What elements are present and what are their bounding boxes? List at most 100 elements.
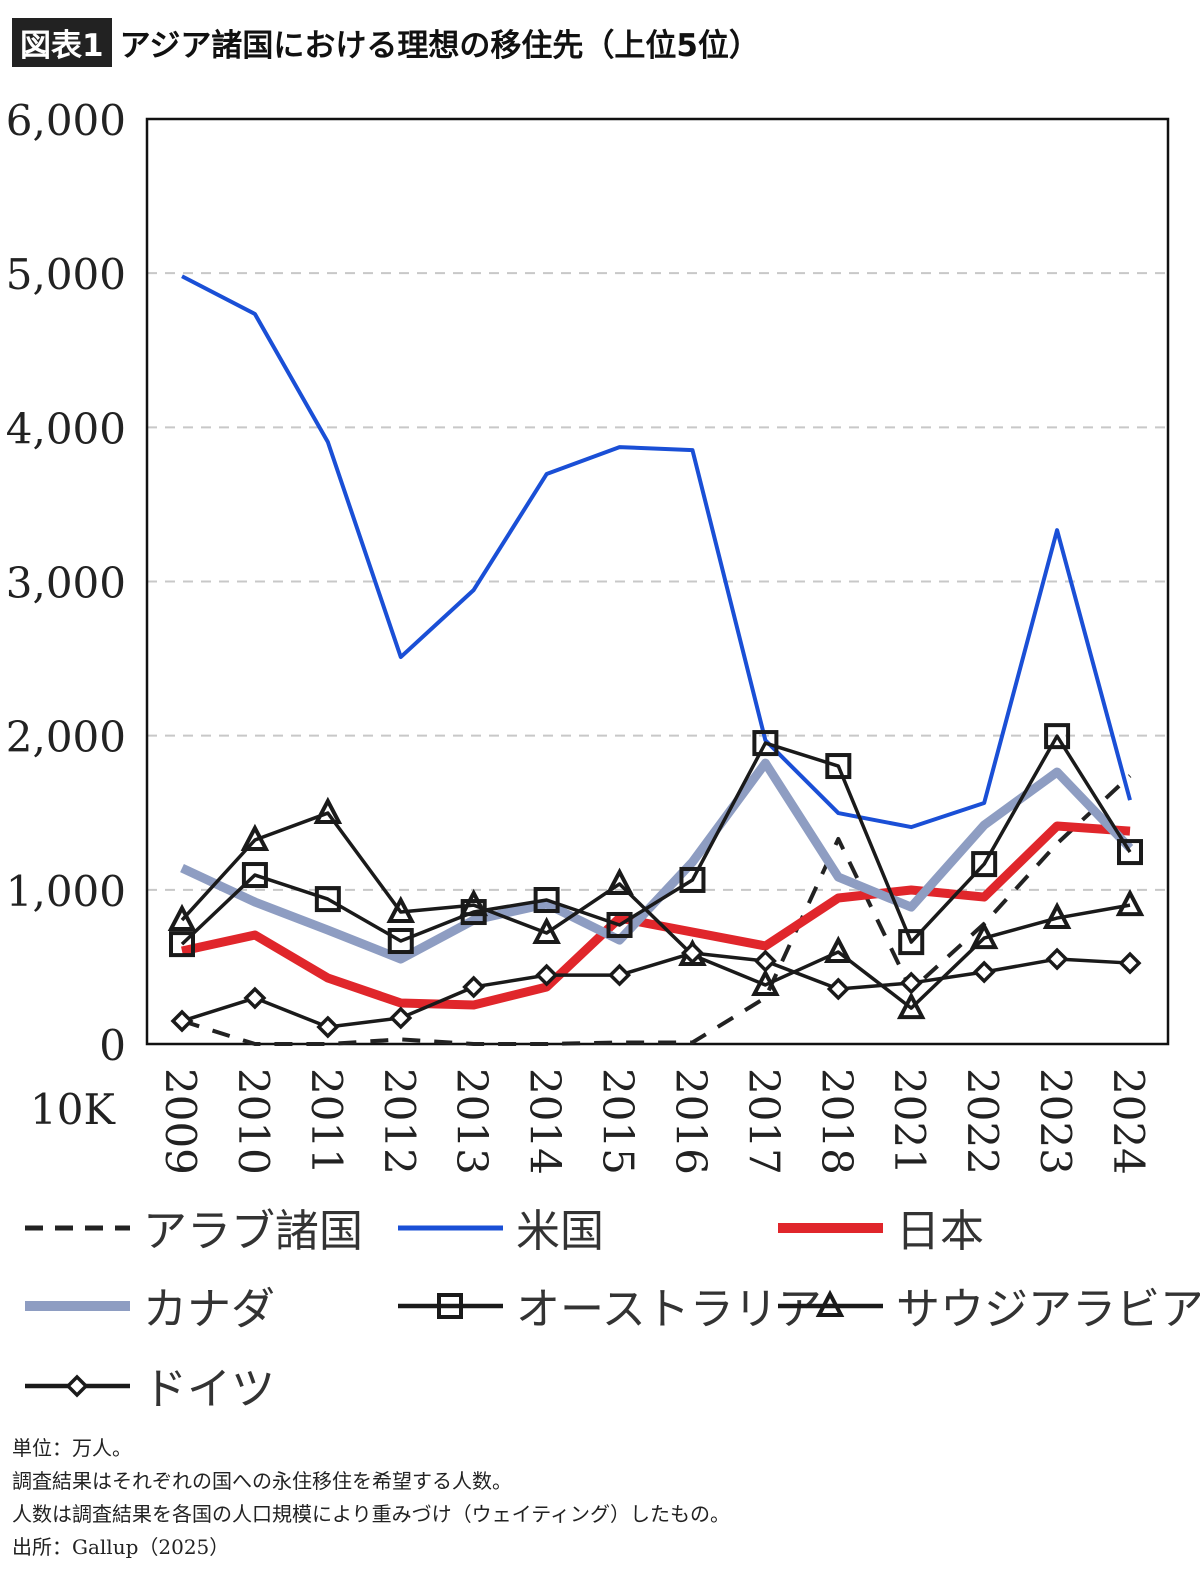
data-point: [389, 1006, 413, 1030]
data-point: [1117, 839, 1143, 866]
data-point: [1115, 888, 1145, 917]
data-point: [387, 928, 414, 955]
x-tick-label: 2010: [229, 1068, 278, 1175]
legend-label: オーストラリア: [516, 1284, 822, 1335]
series-6: [170, 941, 1142, 1039]
legend-item: サウジアラビア: [778, 1284, 1200, 1335]
y-tick-label: 5,000: [6, 250, 126, 299]
data-point: [825, 753, 852, 780]
x-tick-label: 2015: [594, 1068, 643, 1175]
legend-item: オーストラリア: [398, 1284, 822, 1335]
data-point: [605, 867, 634, 895]
legend-label: カナダ: [143, 1284, 275, 1335]
legend-marker: [437, 1293, 463, 1319]
data-point: [462, 975, 486, 999]
legend-label: ドイツ: [143, 1364, 275, 1415]
series-line: [181, 274, 1132, 830]
x-tick-label: 2022: [958, 1068, 1007, 1175]
x-tick-label: 2012: [375, 1068, 424, 1175]
series-line: [181, 951, 1131, 1029]
legend-item: ドイツ: [25, 1364, 275, 1415]
data-point: [243, 986, 267, 1010]
chart-title: アジア諸国における理想の移住先（上位5位）: [119, 28, 760, 64]
data-point: [169, 931, 195, 958]
x-tick-label: 2009: [156, 1068, 205, 1175]
x-tick-label: 2018: [812, 1068, 861, 1175]
legend-item: カナダ: [25, 1284, 275, 1335]
data-point: [1042, 901, 1072, 930]
data-point: [532, 916, 561, 944]
chart-header: 図表1 アジア諸国における理想の移住先（上位5位）: [12, 18, 760, 67]
data-point: [386, 895, 416, 924]
line-chart: 0 1,000 2,000 3,000 4,000 5,000 6,000 10K 2009 20…: [6, 96, 1200, 1415]
data-point: [971, 851, 998, 878]
data-point: [824, 935, 853, 963]
x-tick-label: 2023: [1031, 1068, 1080, 1175]
y-axis-unit: 10K: [30, 1085, 116, 1134]
legend-label: アラブ諸国: [143, 1206, 363, 1257]
data-point: [896, 991, 926, 1020]
series-0: [181, 774, 1132, 1046]
x-tick-label: 2014: [521, 1068, 570, 1175]
data-point: [679, 866, 706, 893]
y-tick-label: 4,000: [6, 404, 126, 453]
note-weighting: 人数は調査結果を各国の人口規模により重みづけ（ウェイティング）したもの。: [12, 1502, 730, 1526]
series-line: [181, 774, 1132, 1046]
data-point: [606, 911, 633, 938]
data-point: [535, 963, 559, 987]
series-2: [181, 821, 1131, 1010]
x-tick-label: 2016: [666, 1068, 715, 1175]
data-point: [753, 949, 777, 973]
data-point: [1045, 947, 1069, 971]
series-line: [180, 811, 1131, 1010]
legend-label: 日本: [896, 1206, 984, 1257]
note-unit: 単位：万人。: [12, 1436, 132, 1460]
legend-marker: [815, 1289, 845, 1317]
y-tick-label: 3,000: [6, 559, 126, 608]
y-tick-label: 1,000: [6, 867, 126, 916]
data-point: [316, 1015, 340, 1039]
series-5: [167, 796, 1145, 1020]
data-point: [240, 823, 270, 852]
data-point: [972, 960, 996, 984]
data-point: [1044, 723, 1071, 750]
legend-item: 日本: [778, 1206, 984, 1257]
data-point: [241, 862, 268, 889]
figure-badge: 図表1: [12, 18, 112, 67]
data-point: [826, 977, 850, 1001]
data-point: [899, 971, 923, 995]
data-point: [170, 1009, 194, 1033]
note-source: 出所：Gallup（2025）: [12, 1535, 230, 1559]
data-point: [314, 886, 341, 913]
x-tick-label: 2017: [739, 1068, 788, 1175]
x-tick-label: 2024: [1104, 1068, 1153, 1175]
data-point: [167, 903, 197, 932]
note-survey: 調査結果はそれぞれの国への永住移住を希望する人数。: [12, 1469, 512, 1493]
legend-item: アラブ諸国: [25, 1206, 363, 1257]
data-point: [751, 968, 780, 996]
series-1: [181, 274, 1132, 830]
y-tick-label: 2,000: [6, 713, 126, 762]
legend-marker: [65, 1374, 89, 1398]
legend-label: 米国: [516, 1206, 604, 1257]
legend-item: 米国: [398, 1206, 604, 1257]
plot-frame: [145, 117, 1170, 1046]
y-tick-label: 0: [99, 1021, 126, 1070]
data-point: [680, 941, 704, 965]
legend-label: サウジアラビア: [896, 1284, 1200, 1335]
data-point: [459, 888, 488, 917]
x-tick-label: 2011: [302, 1068, 351, 1175]
x-tick-label: 2013: [448, 1068, 497, 1175]
data-point: [1118, 951, 1142, 975]
data-point: [608, 963, 632, 987]
series-line: [180, 734, 1132, 946]
data-point: [752, 730, 779, 757]
y-tick-label: 6,000: [6, 96, 126, 145]
data-point: [898, 929, 925, 956]
data-point: [969, 921, 999, 950]
data-point: [313, 796, 343, 825]
series-line: [181, 821, 1131, 1010]
x-tick-label: 2021: [885, 1068, 934, 1175]
data-point: [533, 887, 560, 914]
